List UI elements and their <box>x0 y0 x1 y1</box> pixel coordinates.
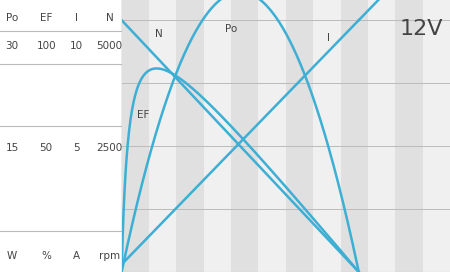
Text: rpm: rpm <box>99 251 120 261</box>
Bar <box>204 0 231 272</box>
Text: I: I <box>327 33 330 43</box>
Text: W: W <box>7 251 17 261</box>
Bar <box>395 0 423 272</box>
Bar <box>258 0 286 272</box>
Text: %: % <box>41 251 51 261</box>
Bar <box>149 0 176 272</box>
Text: 15: 15 <box>5 143 19 153</box>
Text: EF: EF <box>137 110 149 120</box>
Text: 5: 5 <box>73 143 80 153</box>
Text: 100: 100 <box>36 41 56 51</box>
Bar <box>368 0 395 272</box>
Text: I: I <box>75 13 78 23</box>
Bar <box>313 0 341 272</box>
Text: Po: Po <box>225 24 237 34</box>
Text: N: N <box>106 13 113 23</box>
Text: 50: 50 <box>40 143 53 153</box>
Text: N: N <box>155 29 163 39</box>
Text: Po: Po <box>6 13 18 23</box>
Bar <box>122 0 149 272</box>
Text: 10: 10 <box>70 41 83 51</box>
Bar <box>423 0 450 272</box>
Bar <box>176 0 204 272</box>
Text: 12V: 12V <box>400 19 443 39</box>
Text: A: A <box>73 251 80 261</box>
Text: 2500: 2500 <box>96 143 122 153</box>
Text: 5000: 5000 <box>96 41 122 51</box>
Bar <box>341 0 368 272</box>
Text: 30: 30 <box>5 41 19 51</box>
Bar <box>286 0 313 272</box>
Text: EF: EF <box>40 13 52 23</box>
Bar <box>231 0 258 272</box>
